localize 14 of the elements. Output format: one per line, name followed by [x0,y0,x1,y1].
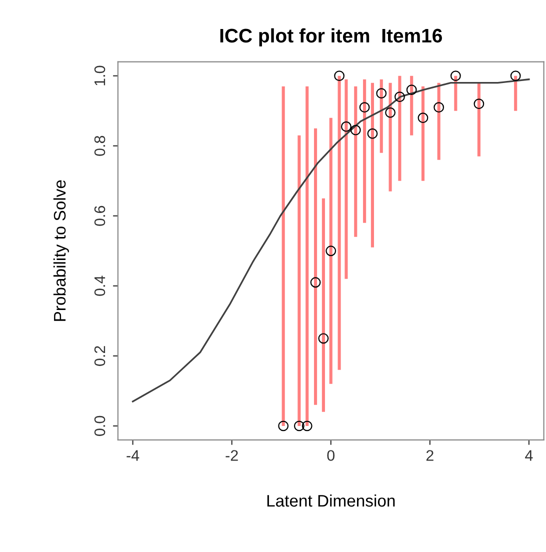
y-tick-label: 0.0 [94,416,106,436]
x-tick-label: -2 [226,450,238,461]
x-tick-label: 2 [426,450,434,461]
y-tick-label: 1.0 [94,66,106,86]
x-axis-title: Latent Dimension [267,494,395,507]
y-tick-label: 0.6 [94,206,106,226]
x-tick-label: 0 [327,450,335,461]
y-tick-label: 0.2 [94,346,106,366]
chart-title: ICC plot for item Item16 [220,28,442,46]
y-tick-label: 0.8 [94,136,106,156]
x-tick-label: -4 [126,450,140,461]
y-tick-label: 0.4 [94,276,106,296]
x-tick-label: 4 [525,450,533,461]
y-axis-title: Probability to Solve [53,180,69,321]
